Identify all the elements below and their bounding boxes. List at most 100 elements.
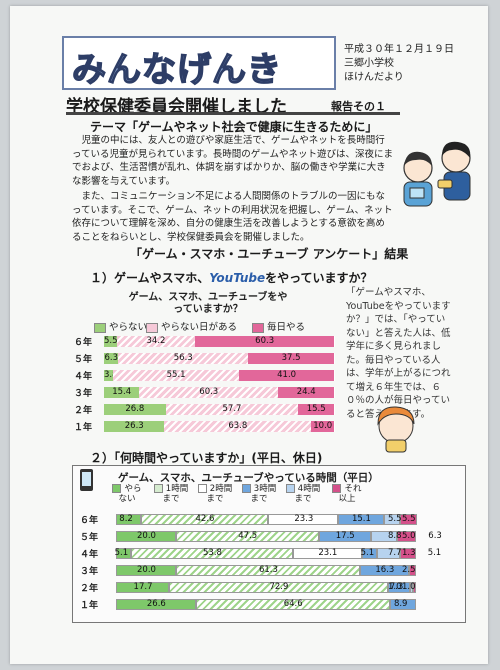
- chart1-plot: ６年 5.5 34.2 60.3 ５年 6.3 56.3 37.5 ４年 3.8 55.1 41.0 ３…: [66, 333, 344, 445]
- chart1-bar-segment: 63.8: [164, 421, 313, 432]
- chart2-bar-segment: [131, 548, 293, 559]
- chart2-value-label: 5.1: [360, 548, 375, 558]
- legend-swatch: [197, 484, 207, 493]
- chart2-bar-segment: [400, 548, 416, 559]
- kids-gaming-illustration: [403, 141, 471, 207]
- newsletter-sheet: みんなげんき 平成３０年１２月１９日 三郷小学校 ほけんだより 学校保健委員会開…: [10, 6, 488, 664]
- article-theme: テーマ「ゲームやネット社会で健康に生きるために」: [90, 120, 378, 134]
- chart1-category-label: ３年: [74, 389, 93, 399]
- legend-swatch: [146, 322, 158, 333]
- chart2-category-label: ５年: [80, 533, 99, 543]
- chart2-bar-segment: [116, 531, 176, 542]
- chart1-title: ゲーム、スマホ、ユーチューブをやっていますか？: [128, 292, 288, 315]
- chart2-value-label: 2.5: [402, 565, 416, 575]
- headline-underline: [66, 112, 400, 115]
- chart2-bar-segment: [116, 548, 132, 559]
- publication-name: ほけんだより: [344, 72, 404, 83]
- chart2-value-label: 42.6: [195, 514, 215, 524]
- chart2-legend-item: 1時間 まで: [150, 484, 192, 504]
- chart2-value-label: 7.7: [388, 548, 402, 558]
- chart2-bar-segment: [408, 565, 417, 576]
- chart2-value-label: 47.5: [238, 531, 258, 541]
- chart2-value-label: 20.0: [137, 565, 156, 575]
- chart2-legend-item: 3時間 まで: [238, 484, 280, 504]
- question-2: ２）「何時間やっていますか」(平日、休日): [90, 449, 322, 466]
- question-2-suffix: (平日、休日): [251, 451, 323, 465]
- chart1-bar-segment: 24.4: [278, 387, 336, 398]
- smartphone-icon: [80, 469, 93, 491]
- chart2-category-label: ４年: [80, 550, 99, 560]
- chart1-bar-segment: 34.2: [116, 336, 197, 347]
- school-name: 三郷小学校: [344, 58, 394, 69]
- chart2-value-label: 8.9: [393, 599, 408, 609]
- chart1-bar-segment: 57.7: [165, 404, 300, 415]
- chart2-bar-segment: [400, 514, 417, 525]
- chart1-bar-segment: 41.0: [239, 370, 335, 381]
- chart1-bar-segment: 6.3: [104, 353, 120, 364]
- kid-left: [403, 151, 433, 207]
- chart2-legend-item: それ 以上: [326, 484, 368, 504]
- chart1-bar-segment: 60.3: [195, 336, 335, 347]
- chart2-value-label: 8.2: [119, 514, 133, 524]
- article-paragraph-2: また、コミュニケーション不足による人間関係のトラブルの一因にもなっています。そこ…: [72, 191, 393, 243]
- chart2-title: ゲーム、スマホ、ユーチューブやっている時間（平日）: [118, 472, 379, 484]
- chart2-value-label: 26.6: [146, 599, 166, 609]
- chart2-bar-segment: [338, 514, 384, 525]
- chart2-bar-segment: [383, 514, 401, 525]
- chart2-value-label: 17.7: [133, 582, 153, 592]
- chart2-frame: [72, 465, 466, 623]
- chart2-bar-segment: [359, 565, 409, 576]
- chart2-bar-segment: [387, 582, 410, 593]
- chart2-value-label: 17.5: [335, 531, 355, 541]
- chart2-value-label: 5.0: [402, 531, 416, 541]
- chart1-category-label: ６年: [74, 338, 93, 348]
- chart2-bar-segment: [169, 582, 388, 593]
- issue-date: 平成３０年１２月１９日: [344, 44, 454, 55]
- question-1-suffix: をやっていますか？: [265, 271, 373, 285]
- chart2-bar-segment: [268, 514, 339, 525]
- chart1-category-label: ２年: [74, 406, 93, 416]
- legend-swatch: [112, 484, 122, 493]
- chart2-category-label: ３年: [80, 567, 99, 577]
- chart1-legend-2: 毎日やる: [252, 319, 305, 333]
- chart2-legend-item: 4時間 まで: [282, 484, 324, 504]
- chart2-value-label: 1.0: [402, 582, 416, 592]
- chart2-value-label: 16.3: [375, 565, 395, 575]
- question-1-prefix: １）ゲームやスマホ、: [90, 271, 210, 285]
- chart1-bar-segment: 55.1: [112, 370, 241, 381]
- chart2-value-label: 23.3: [294, 514, 314, 524]
- legend-swatch: [252, 322, 264, 333]
- report-label: 報告その１: [331, 100, 386, 113]
- chart2-category-label: ２年: [80, 584, 99, 594]
- chart2-bar-segment: [412, 582, 416, 593]
- chart2-value-label: 64.6: [283, 599, 303, 609]
- chart2-bar-segment: [397, 531, 417, 542]
- chart2-bar-segment: [176, 565, 360, 576]
- legend-swatch: [94, 322, 106, 333]
- legend-swatch: [241, 484, 251, 493]
- chart2-bar-segment: [140, 514, 269, 525]
- newsletter-title: みんなげんき: [71, 49, 282, 91]
- chart2-legend-item: やら ない: [106, 484, 148, 504]
- survey-heading: 「ゲーム・スマホ・ユーチューブ アンケート」結果: [130, 247, 409, 261]
- chart2-bar-segment: [176, 531, 319, 542]
- chart2-value-label: 8.8: [388, 531, 402, 541]
- legend-swatch: [153, 484, 163, 493]
- chart1-bar-segment: 37.5: [247, 353, 336, 364]
- chart1-bar-segment: 26.3: [104, 421, 166, 432]
- chart2-value-label: 72.9: [269, 582, 289, 592]
- chart2-value-label: 20.0: [137, 531, 156, 541]
- article-paragraph-1: 児童の中には、友人との遊びや家庭生活で、ゲームやネットを長時間行っている児童が見…: [72, 135, 394, 187]
- chart2-value-label: 5.5: [402, 514, 416, 524]
- chart1-bar-segment: 56.3: [118, 353, 249, 364]
- chart2-bar-segment: [116, 582, 170, 593]
- chart2-value-label: 7.3: [389, 582, 404, 592]
- chart2-bar-segment: [195, 599, 390, 610]
- chart2-category-label: ６年: [80, 516, 99, 526]
- chart2-category-label: １年: [80, 601, 99, 611]
- chart1-category-label: ５年: [74, 355, 93, 365]
- chart1-bar-segment: 10.0: [311, 421, 336, 432]
- legend-swatch: [285, 484, 295, 493]
- chart2-bar-segment: [318, 531, 371, 542]
- chart2-bar-segment: [409, 582, 413, 593]
